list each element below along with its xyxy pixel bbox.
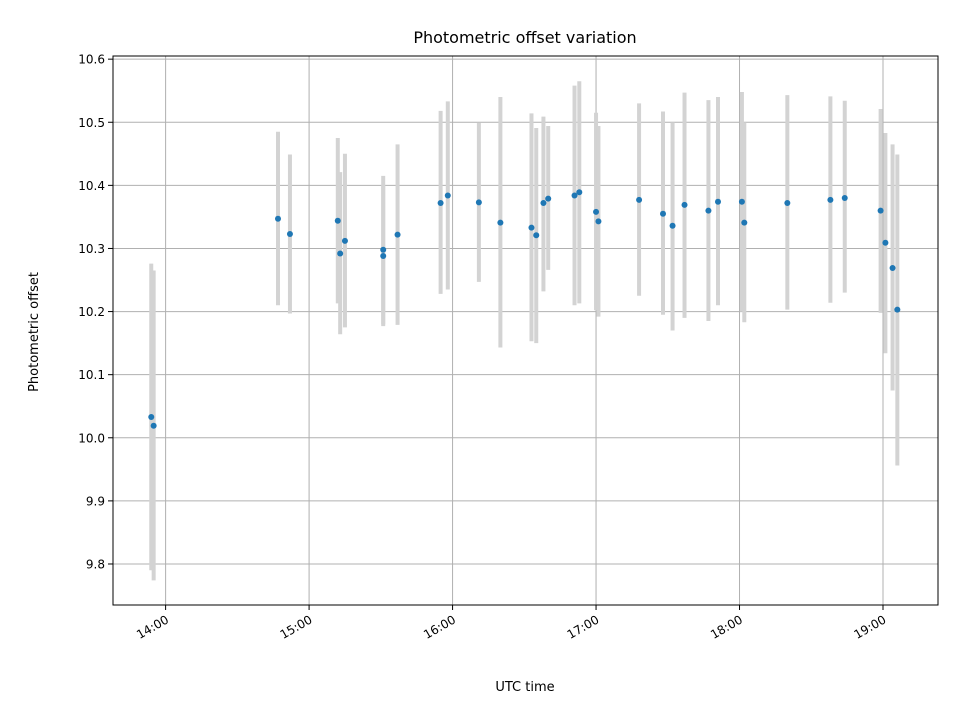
- data-point: [889, 265, 896, 272]
- data-point: [784, 200, 791, 207]
- y-tick-label: 10.1: [78, 368, 105, 382]
- y-tick-label: 10.0: [78, 431, 105, 445]
- y-tick-label: 10.3: [78, 242, 105, 256]
- y-tick-label: 10.4: [78, 179, 105, 193]
- data-points: [148, 189, 901, 429]
- y-tick-label: 9.9: [86, 494, 105, 508]
- data-point: [275, 215, 281, 222]
- data-point: [882, 239, 889, 246]
- x-axis-label: UTC time: [495, 680, 554, 695]
- data-point: [150, 422, 157, 429]
- plot-frame: [112, 55, 939, 606]
- data-point: [545, 195, 552, 202]
- data-point: [444, 192, 451, 199]
- data-point: [394, 231, 401, 238]
- data-point: [533, 232, 540, 239]
- data-point: [894, 306, 901, 313]
- y-tick-label: 10.5: [78, 116, 105, 130]
- data-point: [681, 201, 688, 208]
- data-point: [380, 246, 387, 253]
- data-point: [636, 196, 643, 203]
- data-point: [877, 207, 884, 214]
- data-point: [380, 253, 387, 260]
- y-tick-label: 10.2: [78, 305, 105, 319]
- data-point: [660, 210, 666, 217]
- data-point: [437, 200, 444, 207]
- data-point: [337, 250, 344, 257]
- data-point: [475, 199, 482, 206]
- y-axis-label: Photometric offset: [27, 272, 42, 392]
- data-point: [593, 208, 600, 215]
- data-point: [841, 194, 848, 201]
- data-point: [334, 217, 341, 224]
- data-point: [705, 207, 712, 214]
- y-tick-label: 9.8: [86, 557, 105, 571]
- data-point: [741, 219, 748, 226]
- data-point: [827, 196, 834, 203]
- y-tick-label: 10.6: [78, 53, 105, 67]
- data-point: [528, 224, 535, 231]
- data-point: [595, 218, 602, 225]
- chart-title: Photometric offset variation: [413, 28, 636, 47]
- grid: [113, 56, 938, 605]
- data-point: [571, 192, 578, 199]
- data-point: [148, 413, 155, 420]
- data-point: [540, 200, 547, 207]
- data-point: [497, 219, 504, 226]
- data-point: [576, 189, 583, 196]
- y-axis-ticks: 9.8 9.9 10.0 10.1 10.2 10.3 10.4 10.5 10.6: [78, 53, 113, 571]
- data-point: [286, 230, 293, 237]
- data-point: [738, 198, 745, 205]
- data-point: [341, 237, 348, 244]
- data-point: [669, 222, 676, 229]
- data-point: [715, 198, 721, 205]
